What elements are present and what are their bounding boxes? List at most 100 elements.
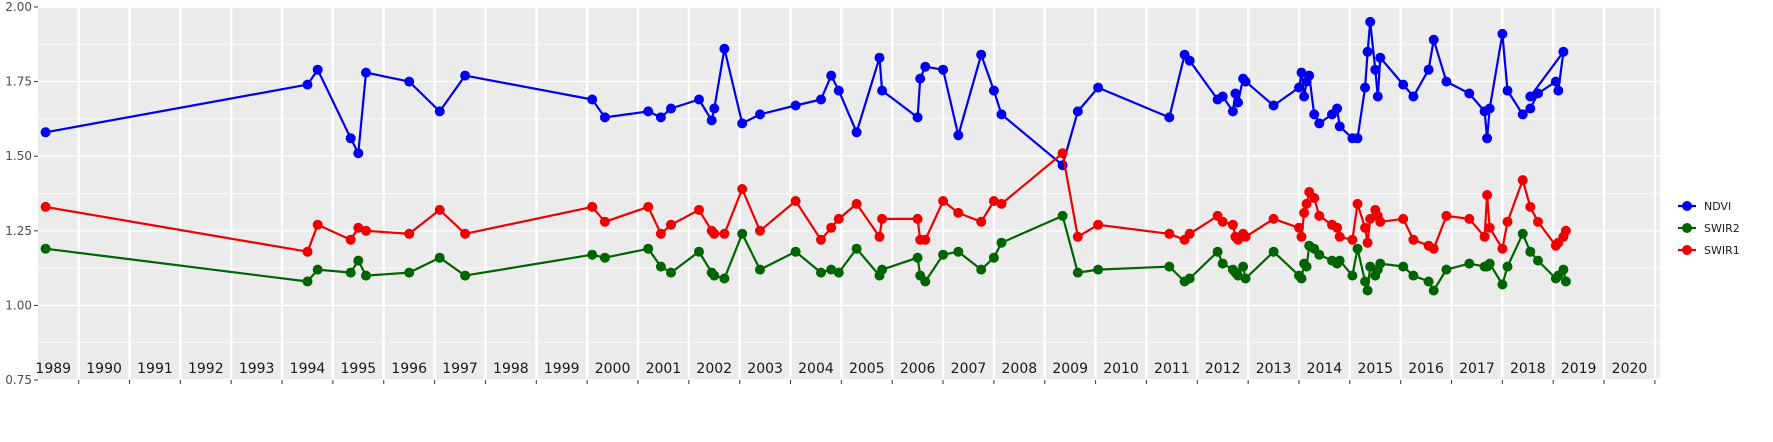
data-point: [953, 207, 964, 218]
data-point: [1482, 133, 1493, 144]
data-point: [976, 49, 987, 60]
data-point: [404, 228, 415, 239]
data-point: [988, 196, 999, 206]
data-point: [1372, 91, 1383, 102]
data-point: [1375, 216, 1386, 227]
data-point: [1533, 88, 1543, 99]
data-point: [877, 85, 888, 96]
data-point: [1441, 210, 1452, 221]
data-point: [1558, 46, 1569, 57]
data-point: [1334, 121, 1345, 132]
data-point: [1240, 76, 1251, 87]
data-point: [1560, 276, 1571, 287]
data-point: [1497, 279, 1508, 290]
data-point: [1164, 228, 1175, 239]
data-point: [938, 64, 949, 75]
data-point: [988, 252, 999, 263]
data-point: [361, 225, 371, 236]
data-point: [643, 201, 654, 212]
year-label: 1997: [442, 361, 478, 377]
data-point: [1398, 261, 1409, 272]
data-point: [694, 204, 704, 215]
data-point: [996, 109, 1007, 120]
data-point: [1227, 219, 1238, 230]
data-point: [1517, 175, 1528, 186]
data-point: [1072, 267, 1083, 278]
data-point: [816, 267, 826, 278]
series-swir2: [40, 210, 1571, 296]
data-point: [1408, 91, 1419, 102]
data-point: [1093, 219, 1104, 230]
year-label: 1994: [290, 361, 326, 377]
year-label: 2013: [1256, 361, 1292, 377]
data-point: [1294, 222, 1304, 233]
data-point: [1347, 234, 1358, 245]
data-point: [655, 112, 666, 123]
data-point: [1360, 82, 1371, 93]
data-point: [643, 243, 654, 254]
data-point: [1299, 207, 1310, 218]
data-point: [719, 228, 730, 239]
data-point: [851, 127, 862, 138]
data-point: [1428, 34, 1439, 45]
data-point: [312, 219, 323, 230]
data-point: [1314, 249, 1325, 260]
legend: NDVI SWIR2 SWIR1: [1678, 200, 1740, 257]
data-point: [655, 228, 666, 239]
data-point: [302, 246, 313, 257]
data-point: [816, 94, 826, 105]
y-tick-label: 1.75: [5, 75, 32, 89]
data-point: [826, 264, 837, 275]
data-point: [1375, 52, 1386, 63]
data-point: [434, 106, 445, 117]
data-point: [953, 130, 964, 141]
data-point: [302, 79, 313, 90]
data-point: [755, 225, 765, 236]
data-point: [460, 228, 471, 239]
data-point: [353, 222, 364, 233]
data-point: [312, 64, 323, 75]
data-point: [40, 201, 51, 212]
data-point: [1502, 216, 1513, 227]
data-point: [874, 231, 885, 242]
data-point: [1296, 231, 1307, 242]
data-point: [709, 103, 720, 114]
data-point: [1560, 225, 1571, 236]
data-point: [302, 276, 313, 287]
data-point: [755, 109, 765, 120]
data-point: [1408, 270, 1419, 281]
data-point: [826, 222, 837, 233]
data-point: [1299, 91, 1310, 102]
data-point: [353, 148, 364, 159]
data-point: [1334, 255, 1345, 266]
data-point: [976, 216, 987, 227]
data-point: [1217, 91, 1228, 102]
year-label: 2006: [900, 361, 936, 377]
data-point: [912, 112, 923, 123]
data-point: [1360, 222, 1371, 233]
data-point: [694, 94, 704, 105]
year-label: 2011: [1154, 361, 1190, 377]
data-point: [1484, 222, 1495, 233]
data-point: [1184, 228, 1195, 239]
data-point: [996, 198, 1007, 209]
data-point: [790, 246, 801, 257]
data-point: [1238, 261, 1249, 272]
legend-label: SWIR1: [1704, 244, 1740, 257]
series-swir1: [40, 148, 1571, 257]
data-point: [912, 213, 923, 224]
y-tick-label: 1.25: [5, 224, 32, 238]
data-point: [920, 61, 931, 72]
data-point: [1268, 246, 1279, 257]
data-point: [1184, 55, 1195, 66]
data-point: [1217, 258, 1228, 269]
legend-key-point: [1682, 201, 1692, 211]
data-point: [345, 133, 356, 144]
data-point: [1360, 276, 1371, 287]
data-point: [361, 270, 371, 281]
data-point: [1309, 109, 1320, 120]
data-point: [599, 252, 610, 263]
data-point: [1240, 273, 1251, 284]
data-point: [1464, 258, 1475, 269]
data-point: [737, 118, 748, 129]
